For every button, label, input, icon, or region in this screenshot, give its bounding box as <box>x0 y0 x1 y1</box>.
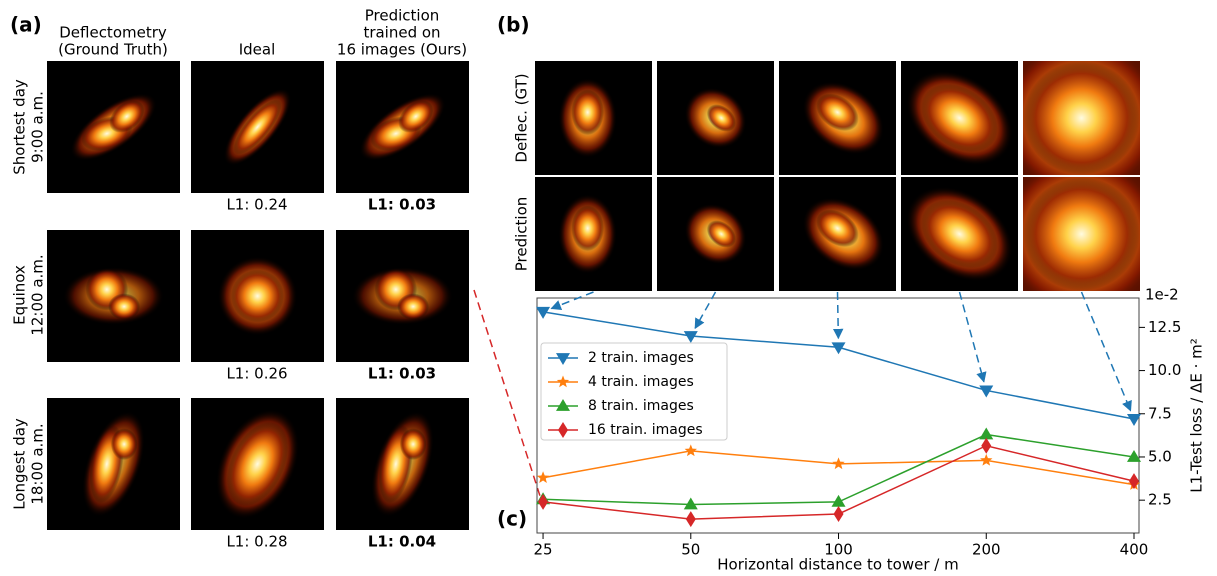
l1-score: L1: 0.03 <box>368 365 436 383</box>
heatmap-image <box>191 61 324 193</box>
l1-score: L1: 0.28 <box>226 533 287 551</box>
row-label: Prediction <box>513 197 531 272</box>
heatmap-image <box>47 230 180 362</box>
column-header: Prediction <box>365 7 440 25</box>
panel-label: (c) <box>497 507 527 531</box>
arrow <box>960 292 984 382</box>
connector <box>474 290 540 496</box>
blob <box>1023 61 1140 175</box>
blob <box>108 293 140 319</box>
y-tick-label: 2.5 <box>1148 491 1172 509</box>
heatmap-image <box>47 61 180 193</box>
heatmap-image <box>657 61 774 175</box>
row-label: Deflec. (GT) <box>513 73 531 162</box>
heatmap-image <box>888 51 1031 185</box>
column-header: trained on <box>363 24 440 42</box>
heatmap-image <box>336 230 469 362</box>
blobs <box>558 194 617 274</box>
panel-label: (b) <box>497 13 530 37</box>
data-point <box>537 471 549 483</box>
l1-score: L1: 0.03 <box>368 196 436 214</box>
row-label: 9:00 a.m. <box>29 91 47 163</box>
data-point <box>538 494 548 510</box>
data-point <box>684 497 698 509</box>
data-point <box>1129 473 1139 489</box>
heatmap-image <box>779 177 898 291</box>
heatmap-image <box>191 396 324 533</box>
series-line <box>543 451 1134 485</box>
row-label: Equinox <box>11 265 29 325</box>
l1-score: L1: 0.04 <box>368 533 436 551</box>
data-point <box>685 444 697 456</box>
y-axis-label: L1-Test loss / ΔE · m² <box>1188 338 1206 492</box>
blobs <box>352 267 453 325</box>
column-header: (Ground Truth) <box>58 41 168 59</box>
panel-label: (a) <box>10 13 42 37</box>
blob <box>111 428 138 460</box>
data-point <box>832 495 846 507</box>
heatmap-image <box>47 398 180 530</box>
data-point <box>686 511 696 527</box>
data-point <box>832 457 844 469</box>
y-tick-label: 7.5 <box>1148 404 1172 422</box>
y-tick-label: 12.5 <box>1148 318 1181 336</box>
heatmap-image <box>336 61 469 193</box>
blob <box>1023 177 1140 291</box>
y-tick-label: 5.0 <box>1148 447 1172 465</box>
x-tick-label: 25 <box>534 541 553 559</box>
figure: (a) (b) (c) Deflectometry(Ground Truth) I… <box>0 0 1217 576</box>
arrow <box>695 292 715 328</box>
blob <box>397 293 429 319</box>
heatmap-image <box>779 61 898 175</box>
heatmap-image <box>657 177 774 291</box>
blob <box>400 428 427 460</box>
y-offset-label: 1e-2 <box>1145 286 1179 304</box>
heatmap-image <box>336 398 469 530</box>
data-point <box>834 506 844 522</box>
column-header: Deflectometry <box>59 24 167 42</box>
data-point <box>979 428 993 440</box>
column-header: Ideal <box>239 41 276 59</box>
blobs <box>558 78 617 158</box>
row-label: 12:00 a.m. <box>29 254 47 335</box>
heatmap-image <box>191 230 324 362</box>
arrow <box>551 292 593 309</box>
x-tick-label: 400 <box>1120 541 1149 559</box>
blob <box>571 90 604 136</box>
legend-label: 16 train. images <box>588 422 703 438</box>
heatmap-image <box>535 177 652 291</box>
heatmap-image <box>535 61 652 175</box>
legend-label: 2 train. images <box>588 350 694 366</box>
l1-score: L1: 0.26 <box>226 365 287 383</box>
row-label: Shortest day <box>11 79 29 175</box>
x-tick-label: 200 <box>972 541 1001 559</box>
images <box>47 33 1169 533</box>
l1-score: L1: 0.24 <box>226 196 287 214</box>
x-axis-label: Horizontal distance to tower / m <box>717 556 958 574</box>
column-header: 16 images (Ours) <box>337 41 467 59</box>
arrow <box>838 292 839 338</box>
blob <box>571 206 604 252</box>
blobs <box>218 256 298 335</box>
blob <box>231 270 284 323</box>
row-label: 18:00 a.m. <box>29 423 47 504</box>
blobs <box>63 267 164 325</box>
legend-label: 4 train. images <box>588 374 694 390</box>
row-label: Longest day <box>11 418 29 510</box>
y-tick-label: 10.0 <box>1148 361 1181 379</box>
x-tick-label: 50 <box>681 541 700 559</box>
legend-label: 8 train. images <box>588 398 694 414</box>
data-point <box>980 454 992 466</box>
heatmap-image <box>888 167 1031 301</box>
arrow <box>1082 292 1131 411</box>
data-point <box>981 438 991 454</box>
